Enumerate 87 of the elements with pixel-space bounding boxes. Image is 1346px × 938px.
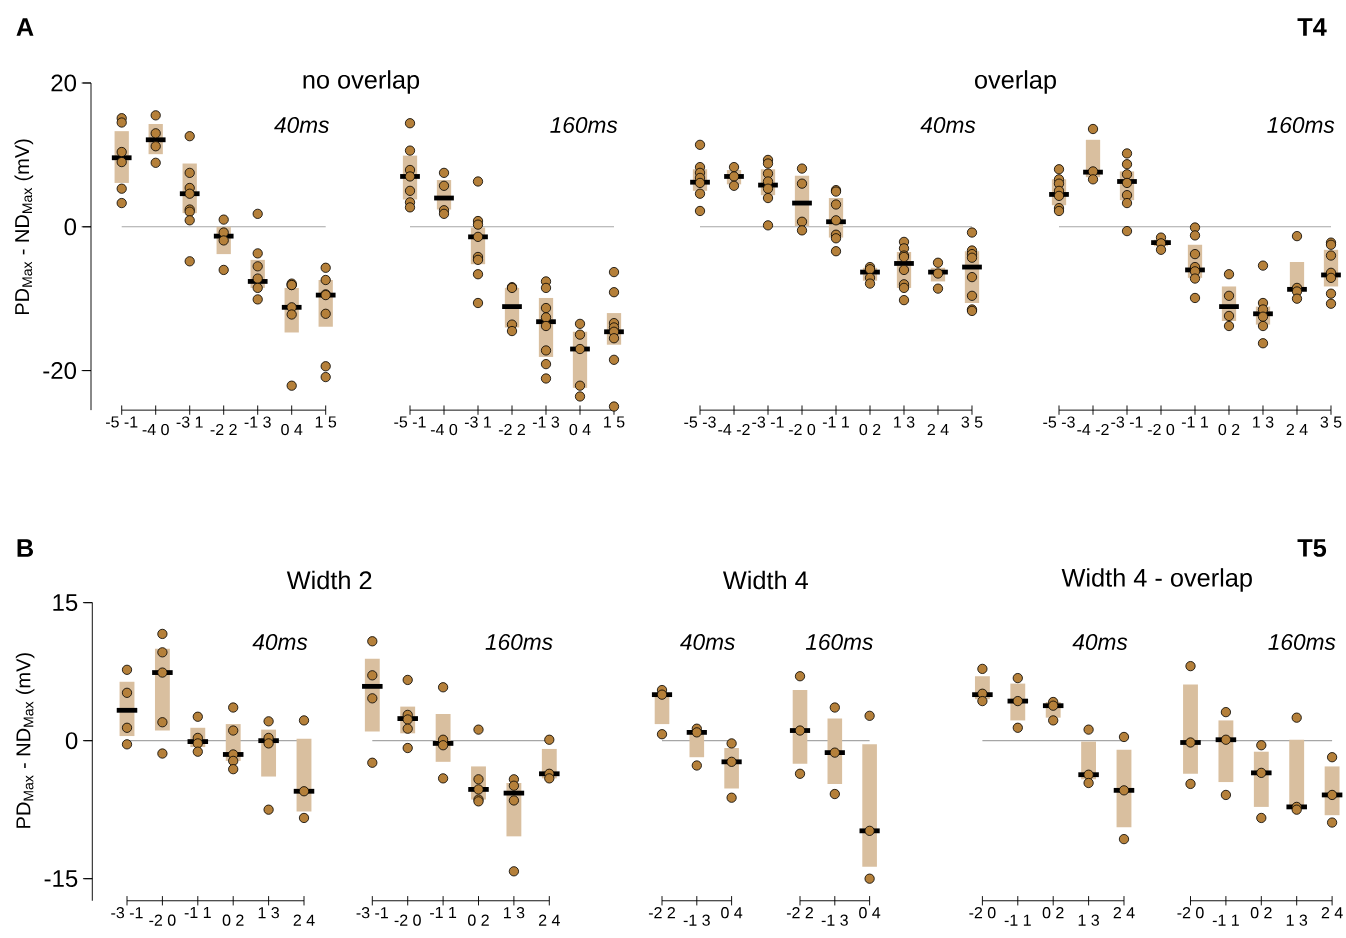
x-tick-label: -2 2 — [498, 423, 525, 436]
chart-title: Width 4 - overlap — [1061, 568, 1252, 592]
x-tick-label: 0 4 — [721, 907, 743, 919]
x-tick-label: -2 0 — [149, 914, 176, 926]
chart-title: Width 2 — [286, 570, 372, 590]
text: 40ms — [680, 633, 735, 651]
x-tick-label: -1 1 — [1181, 416, 1208, 428]
x-tick-label: -5 -3 — [1043, 416, 1075, 428]
x-tick-label: -5 -3 — [684, 416, 716, 428]
x-tick-label: 2 4 — [293, 914, 315, 926]
x-tick-label: -3 -1 — [752, 416, 784, 428]
x-tick-label: 0 4 — [569, 423, 591, 436]
x-tick-label: -2 0 — [969, 907, 996, 919]
x-tick-label: 2 4 — [538, 914, 560, 926]
x-tick-label: -1 1 — [1212, 914, 1239, 926]
x-tick-label: 2 4 — [1321, 907, 1343, 919]
x-tick-label: 0 2 — [1218, 423, 1240, 436]
x-tick-label: 1 3 — [894, 416, 915, 428]
text: 40ms — [920, 116, 976, 134]
x-tick-label: 0 4 — [859, 907, 881, 919]
x-tick-label: -1 3 — [244, 416, 271, 428]
x-tick-label: -1 1 — [1004, 914, 1031, 926]
x-tick-label: -3 1 — [464, 416, 491, 428]
x-tick-label: 0 2 — [1042, 907, 1064, 919]
y-tick-label: -20 — [43, 362, 77, 380]
x-tick-label: -4 0 — [142, 423, 169, 436]
x-tick-label: 2 4 — [927, 423, 949, 436]
x-tick-label: -4 -2 — [1077, 423, 1109, 436]
x-tick-label: -2 0 — [394, 914, 421, 926]
text: 160ms — [1267, 116, 1335, 134]
x-tick-label: 3 5 — [1320, 416, 1342, 428]
x-tick-label: -2 2 — [648, 907, 675, 919]
x-tick-label: 0 2 — [859, 423, 881, 436]
x-tick-label: 2 4 — [1286, 423, 1308, 436]
x-tick-label: 0 2 — [1250, 907, 1272, 919]
x-tick-label: -2 0 — [1147, 423, 1175, 436]
x-tick-label: 1 3 — [1078, 914, 1099, 926]
x-tick-label: -2 2 — [210, 423, 237, 436]
text: 160ms — [805, 633, 873, 651]
x-tick-label: -4 -2 — [718, 423, 750, 436]
x-tick-label: 1 3 — [1286, 914, 1308, 926]
text: 40ms — [252, 633, 308, 651]
text: 160ms — [1268, 633, 1336, 651]
x-tick-label: -1 1 — [822, 416, 849, 428]
chart-title: Width 4 — [722, 570, 808, 590]
x-tick-label: -1 1 — [430, 907, 457, 919]
x-tick-label: 2 4 — [1113, 907, 1135, 919]
text: T5 — [1297, 539, 1327, 557]
y-axis-title: PD$_{Max}$ - ND$_{Max}$ (mV) — [15, 653, 35, 828]
text: 40ms — [274, 116, 329, 134]
x-tick-label: 3 5 — [961, 416, 983, 428]
x-tick-label: -2 2 — [786, 907, 813, 919]
x-tick-label: -2 0 — [788, 423, 816, 436]
x-tick-label: 1 3 — [1253, 416, 1274, 428]
text: 40ms — [1072, 633, 1128, 651]
y-tick-label: 0 — [65, 732, 78, 750]
x-tick-label: -1 1 — [184, 907, 211, 919]
x-tick-label: -1 3 — [532, 416, 560, 428]
text: T4 — [1297, 18, 1327, 36]
y-axis-title: PD$_{Max}$ - ND$_{Max}$ (mV) — [14, 139, 34, 315]
text: B — [17, 539, 34, 557]
y-tick-label: -15 — [44, 870, 78, 888]
x-tick-label: -3 1 — [176, 416, 203, 428]
x-tick-label: 1 3 — [503, 907, 525, 919]
chart-title: no overlap — [303, 70, 420, 94]
x-tick-label: -1 3 — [683, 914, 710, 926]
y-tick-label: 15 — [53, 594, 78, 612]
x-tick-label: 1 5 — [604, 416, 625, 428]
x-tick-label: 0 4 — [281, 423, 303, 436]
y-tick-label: 20 — [51, 74, 77, 92]
text: 160ms — [485, 633, 553, 651]
x-tick-label: -3 -1 — [1111, 416, 1143, 428]
x-tick-label: -5 -1 — [394, 416, 426, 428]
x-tick-label: 1 5 — [315, 416, 337, 428]
x-tick-label: 1 3 — [258, 907, 280, 919]
x-tick-label: -3 -1 — [111, 907, 143, 919]
x-tick-label: -2 0 — [1177, 907, 1204, 919]
x-tick-label: -1 3 — [821, 914, 848, 926]
text: 160ms — [550, 116, 618, 134]
x-tick-label: -3 -1 — [356, 907, 388, 919]
y-tick-label: 0 — [64, 218, 77, 236]
x-tick-label: -5 -1 — [105, 416, 138, 428]
chart-title: overlap — [975, 70, 1056, 94]
x-tick-label: 0 2 — [222, 914, 244, 926]
text: A — [16, 18, 34, 36]
x-tick-label: 0 2 — [468, 914, 489, 926]
x-tick-label: -4 0 — [430, 423, 458, 436]
